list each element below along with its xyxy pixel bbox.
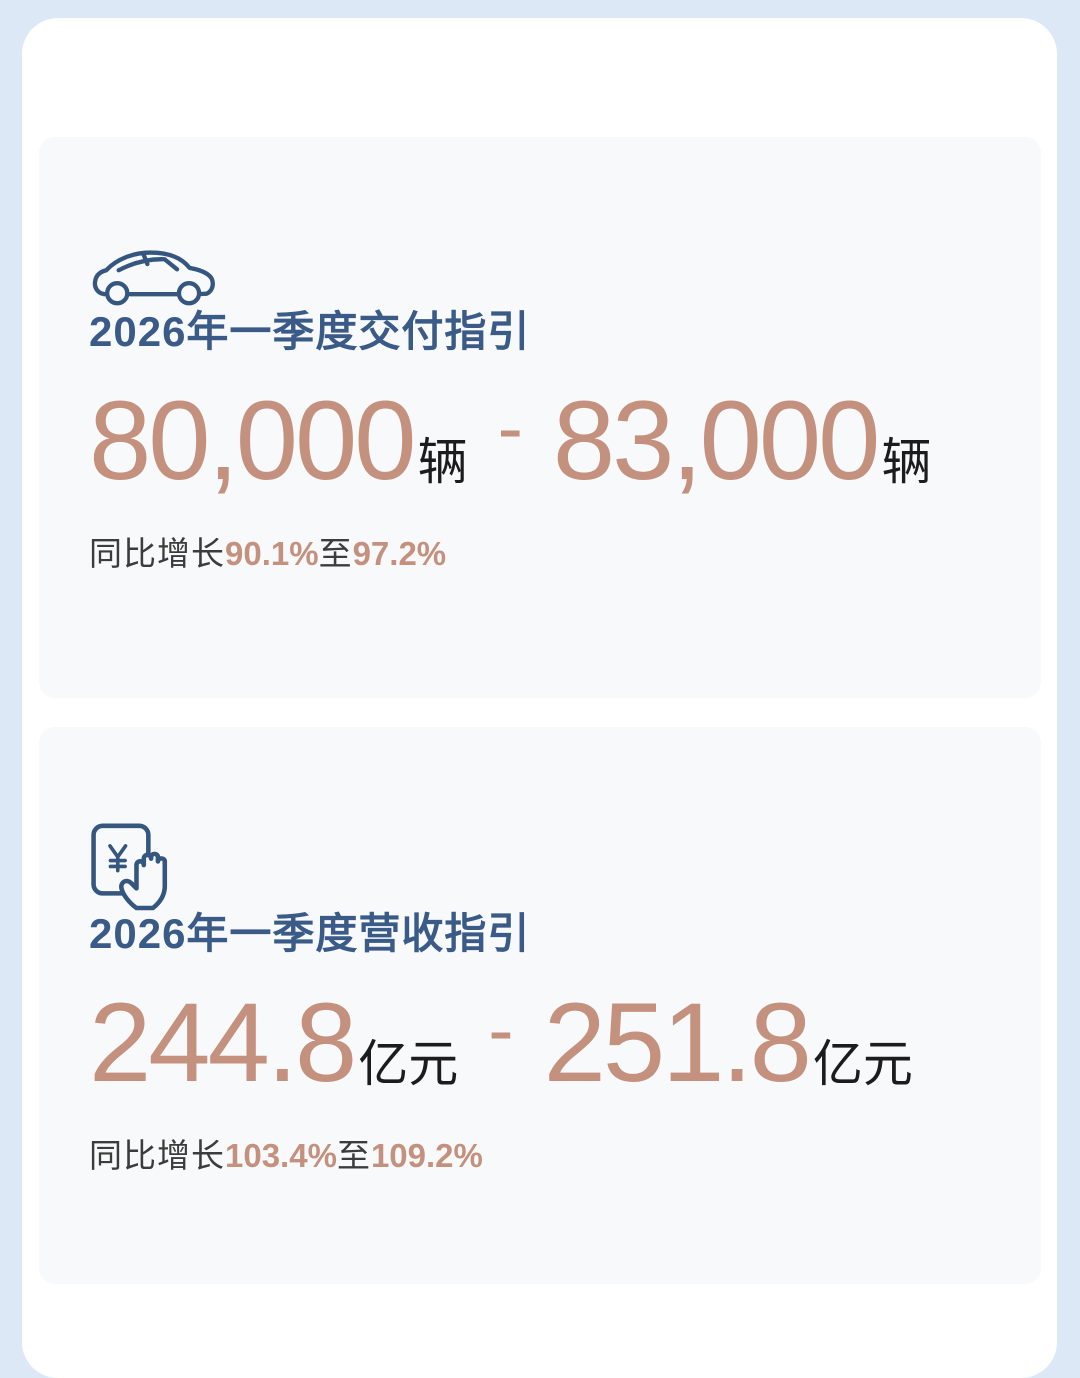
yoy-low-pct: 103.4% [225,1137,337,1175]
range-high-unit: 辆 [881,434,932,491]
payment-touch-icon [89,727,1001,911]
panel-title: 2026年一季度交付指引 [89,308,531,355]
yoy-prefix: 同比增长 [89,535,225,573]
yoy-conjunction: 至 [336,1137,371,1175]
range-low-value: 80,000 [89,378,417,504]
range-separator: - [488,988,514,1074]
delivery-guidance-panel: 2026年一季度交付指引 80,000 辆 - 83,000 辆 同比增长90.… [39,137,1041,698]
range-high-value: 83,000 [552,378,881,504]
yoy-high-pct: 97.2% [352,535,447,573]
range-low-unit: 辆 [417,434,468,491]
yoy-growth-line: 同比增长90.1%至97.2% [89,527,1001,575]
car-icon [89,137,1001,309]
range-high-value: 251.8 [543,980,812,1106]
yoy-prefix: 同比增长 [89,1137,225,1175]
yoy-conjunction: 至 [318,535,353,573]
range-low-unit: 亿元 [358,1036,459,1093]
range-high-unit: 亿元 [812,1036,913,1093]
range-low-value: 244.8 [89,980,357,1106]
range-separator: - [497,386,523,472]
revenue-range: 244.8 亿元 - 251.8 亿元 [89,987,1001,1099]
delivery-range: 80,000 辆 - 83,000 辆 [89,385,1001,497]
yoy-high-pct: 109.2% [370,1137,483,1175]
yoy-low-pct: 90.1% [225,535,319,573]
yoy-growth-line: 同比增长103.4%至109.2% [89,1129,1001,1177]
guidance-report-card: 2026年一季度交付指引 80,000 辆 - 83,000 辆 同比增长90.… [22,18,1057,1378]
revenue-guidance-panel: 2026年一季度营收指引 244.8 亿元 - 251.8 亿元 同比增长103… [39,727,1041,1284]
panel-title: 2026年一季度营收指引 [89,910,531,957]
